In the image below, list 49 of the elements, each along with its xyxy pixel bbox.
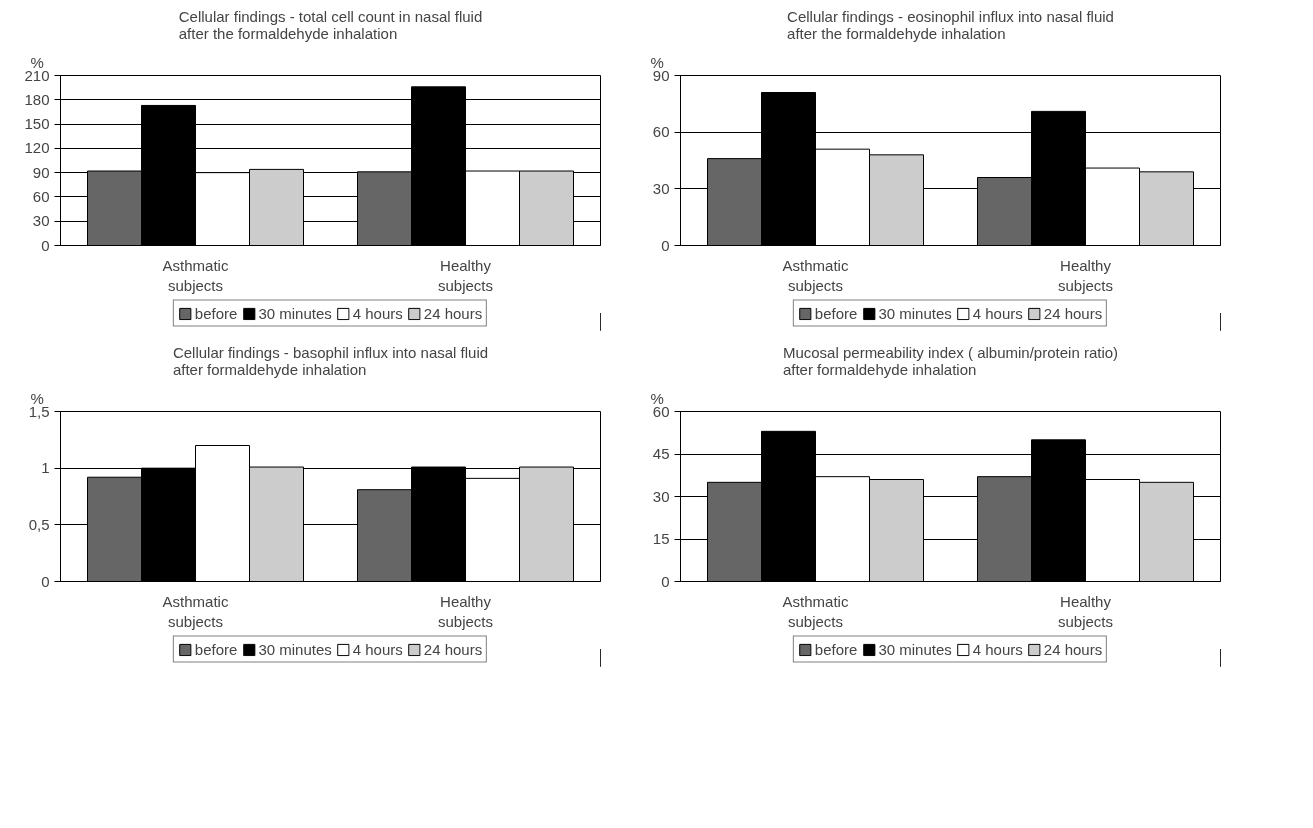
y-tick-label: 1: [41, 459, 50, 477]
y-tick-label: 180: [24, 90, 50, 108]
x-tick-label: Asthmatic subjects: [782, 592, 849, 630]
x-tick-label: Asthmatic subjects: [162, 256, 229, 294]
y-tick-label: 15: [652, 530, 670, 547]
y-tick-label: 60: [652, 123, 670, 141]
legend-label: 30 minutes: [878, 640, 952, 658]
legend-label: 24 hours: [1043, 640, 1103, 658]
y-tick-label: 30: [652, 487, 670, 505]
y-axis-title: %: [650, 53, 664, 71]
y-tick-label: 150: [24, 115, 50, 133]
legend-label: before: [814, 640, 858, 658]
y-tick-label: 30: [652, 179, 670, 197]
y-axis-title: %: [30, 53, 44, 71]
chart-title: Mucosal permeability index ( albumin/protein ratio) after formaldehyde inhalation: [782, 343, 1119, 378]
legend-label: 30 minutes: [258, 304, 332, 322]
x-tick-label: Healthy subjects: [437, 592, 494, 630]
y-tick-label: 0: [41, 572, 50, 590]
y-tick-label: 45: [652, 445, 670, 462]
y-tick-label: 30: [32, 212, 50, 230]
x-tick-label: Asthmatic subjects: [162, 592, 229, 630]
legend-label: 24 hours: [423, 640, 483, 658]
chart-title: Cellular findings - eosinophil influx into nasal fluid after the formaldehyde inhalation: [787, 7, 1114, 42]
y-tick-label: 60: [32, 187, 50, 205]
legend-label: before: [194, 640, 238, 658]
x-tick-label: Healthy subjects: [1057, 256, 1114, 294]
y-tick-label: 90: [32, 163, 50, 181]
legend-label: 24 hours: [1043, 304, 1103, 322]
y-axis-title: %: [30, 389, 44, 407]
legend-label: before: [194, 304, 238, 322]
y-axis-title: %: [650, 389, 664, 407]
x-tick-label: Healthy subjects: [437, 256, 494, 294]
x-tick-label: Healthy subjects: [1057, 592, 1114, 630]
chart-title: Cellular findings - basophil influx into nasal fluid after formaldehyde inhalation: [172, 343, 489, 378]
legend-label: 4 hours: [972, 640, 1023, 658]
legend-label: 4 hours: [352, 304, 403, 322]
y-tick-label: 0: [661, 572, 670, 590]
legend-label: 30 minutes: [878, 304, 952, 322]
legend-label: before: [814, 304, 858, 322]
legend-label: 24 hours: [423, 304, 483, 322]
legend-label: 4 hours: [352, 640, 403, 658]
y-tick-label: 0,5: [28, 515, 50, 533]
y-tick-label: 0: [41, 236, 50, 254]
x-tick-label: Asthmatic subjects: [782, 256, 849, 294]
y-tick-label: 0: [661, 236, 670, 254]
legend-label: 30 minutes: [258, 640, 332, 658]
chart-title: Cellular findings - total cell count in nasal fluid after the formaldehyde inhalation: [178, 7, 483, 42]
y-tick-label: 120: [24, 139, 50, 157]
legend-label: 4 hours: [972, 304, 1023, 322]
